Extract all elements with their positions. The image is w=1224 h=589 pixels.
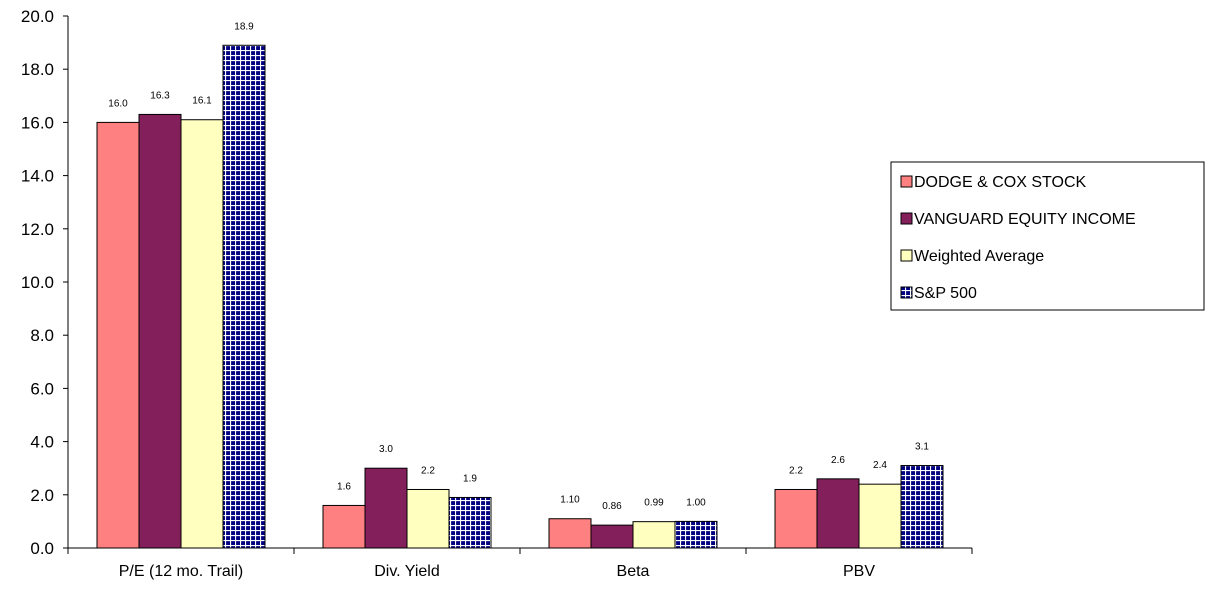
- data-label: 0.86: [602, 501, 622, 512]
- category-label: PBV: [843, 563, 875, 580]
- data-label: 3.1: [915, 442, 929, 453]
- x-axis: P/E (12 mo. Trail) Div. Yield Beta PBV: [67, 547, 973, 580]
- legend-label: Weighted Average: [914, 248, 1044, 265]
- legend-label: S&P 500: [914, 285, 977, 302]
- data-label: 2.6: [831, 455, 845, 466]
- legend-swatch: [900, 249, 913, 262]
- y-tick-label: 10.0: [21, 273, 54, 292]
- legend-label: DODGE & COX STOCK: [914, 174, 1087, 191]
- data-label: 0.99: [644, 498, 664, 509]
- bar: [548, 518, 592, 549]
- legend-box: [890, 161, 1205, 311]
- bar: [96, 121, 140, 549]
- bar: [774, 488, 818, 549]
- y-tick-label: 20.0: [21, 7, 54, 26]
- bar: [900, 465, 944, 549]
- data-labels: 16.0 16.3 16.1 18.9 1.6 3.0 2.2 1.9 1.10 0.86 0.99…: [108, 21, 929, 512]
- y-tick-label: 18.0: [21, 60, 54, 79]
- bar: [674, 520, 718, 549]
- category-label: Div. Yield: [374, 563, 440, 580]
- y-tick-label: 0.0: [30, 539, 54, 558]
- data-label: 16.3: [150, 90, 170, 101]
- bar: [406, 488, 450, 549]
- legend-swatch: [900, 212, 913, 225]
- y-tick-label: 16.0: [21, 113, 54, 132]
- data-label: 1.00: [686, 497, 706, 508]
- data-label: 2.2: [789, 465, 803, 476]
- data-label: 18.9: [234, 21, 254, 32]
- bar: [448, 496, 492, 549]
- bar: [632, 521, 676, 549]
- bar: [180, 119, 224, 549]
- data-label: 16.1: [192, 96, 212, 107]
- y-tick-label: 8.0: [30, 326, 54, 345]
- bar: [364, 467, 408, 549]
- category-label: P/E (12 mo. Trail): [119, 563, 243, 580]
- bar: [858, 483, 902, 549]
- y-tick-label: 14.0: [21, 167, 54, 186]
- bar: [590, 524, 634, 549]
- data-label: 1.6: [337, 481, 351, 492]
- category-label: Beta: [617, 563, 650, 580]
- data-label: 16.0: [108, 98, 128, 109]
- y-tick-label: 2.0: [30, 486, 54, 505]
- y-tick-label: 6.0: [30, 379, 54, 398]
- legend-swatch: [900, 286, 913, 299]
- legend-swatch: [900, 175, 913, 188]
- data-label: 2.4: [873, 460, 887, 471]
- bar: [816, 478, 860, 549]
- data-label: 1.10: [560, 495, 580, 506]
- data-label: 2.2: [421, 465, 435, 476]
- y-tick-label: 12.0: [21, 220, 54, 239]
- legend-label: VANGUARD EQUITY INCOME: [914, 211, 1136, 228]
- legend: DODGE & COX STOCK VANGUARD EQUITY INCOME W…: [890, 161, 1205, 311]
- data-label: 3.0: [379, 444, 393, 455]
- y-axis: 0.0 2.0 4.0 6.0 8.0 10.0 12.0 14.0 16.0 18.0 20.0: [21, 7, 69, 558]
- bar: [322, 504, 366, 549]
- bar: [138, 113, 182, 549]
- bars: [96, 44, 944, 549]
- data-label: 1.9: [463, 473, 477, 484]
- y-tick-label: 4.0: [30, 433, 54, 452]
- bar: [222, 44, 266, 549]
